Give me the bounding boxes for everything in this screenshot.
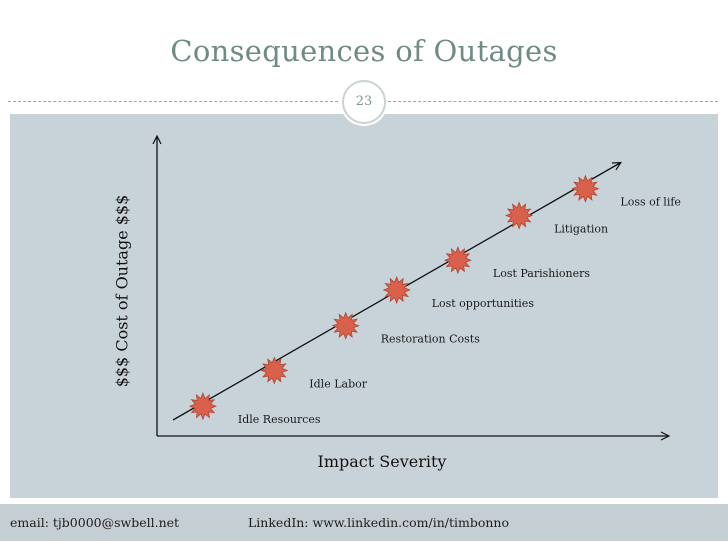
data-point-marker bbox=[505, 201, 534, 230]
slide-title: Consequences of Outages bbox=[170, 34, 558, 68]
data-point-marker bbox=[382, 275, 411, 305]
data-point-label: Litigation bbox=[554, 223, 608, 236]
points-layer: Idle Resources Idle Labor Restoration Cost… bbox=[188, 174, 681, 426]
title-divider-right bbox=[388, 101, 718, 102]
data-point-label: Lost Parishioners bbox=[493, 267, 590, 280]
data-point-marker bbox=[571, 174, 600, 203]
footer-email: email: tjb0000@swbell.net bbox=[10, 515, 180, 530]
data-point-marker bbox=[443, 246, 472, 275]
data-point-marker bbox=[331, 311, 360, 340]
x-axis-label: Impact Severity bbox=[317, 452, 447, 471]
content-panel bbox=[10, 114, 718, 498]
data-point-label: Restoration Costs bbox=[381, 333, 481, 346]
data-point-label: Lost opportunities bbox=[432, 297, 535, 310]
footer-bar: email: tjb0000@swbell.net LinkedIn: www.… bbox=[0, 504, 728, 541]
data-point-label: Idle Resources bbox=[238, 413, 321, 426]
data-point-label: Idle Labor bbox=[309, 377, 367, 390]
footer-linkedin: LinkedIn: www.linkedin.com/in/timbonno bbox=[248, 515, 510, 530]
data-point-marker bbox=[188, 392, 217, 421]
slide-number: 23 bbox=[342, 80, 386, 124]
data-point-marker bbox=[260, 356, 289, 385]
data-point-label: Loss of life bbox=[620, 196, 681, 209]
title-divider-left bbox=[8, 101, 338, 102]
